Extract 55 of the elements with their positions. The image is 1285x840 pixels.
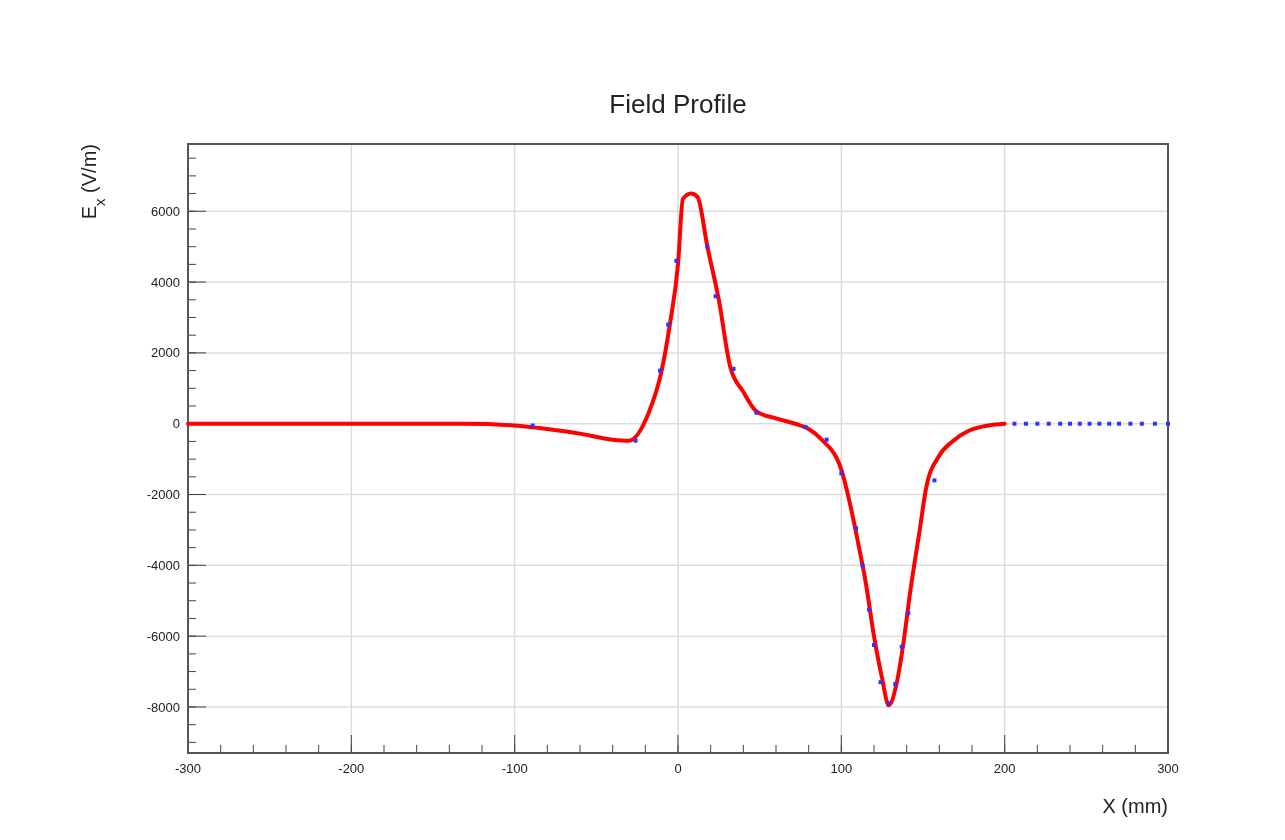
point (899, 644, 904, 649)
point (754, 410, 759, 415)
point (872, 643, 876, 648)
point (1068, 421, 1072, 426)
point (713, 294, 718, 299)
point (1117, 421, 1121, 426)
point (854, 526, 859, 531)
x-tick-label: 200 (993, 761, 1016, 776)
point (633, 438, 638, 443)
point (886, 701, 891, 706)
point (674, 258, 679, 263)
point (1152, 421, 1157, 426)
point (932, 478, 937, 483)
y-tick-label: -6000 (146, 628, 180, 644)
point (867, 607, 872, 612)
point (731, 366, 736, 371)
point (1046, 421, 1051, 426)
point (1097, 421, 1102, 426)
point (1166, 421, 1170, 426)
x-tick-label: -200 (338, 761, 365, 776)
point (1058, 421, 1063, 426)
x-tick-label: -300 (174, 761, 202, 776)
point (1035, 421, 1040, 426)
point (839, 471, 844, 476)
y-tick-label: 2000 (151, 345, 180, 361)
y-tick-label: 0 (172, 416, 180, 432)
x-tick-label: 100 (830, 761, 853, 776)
point (878, 680, 883, 685)
y-tick-label: 4000 (151, 274, 180, 290)
y-tick-label: -2000 (146, 487, 180, 503)
point (906, 611, 911, 616)
point (1128, 421, 1133, 426)
x-tick-label: 300 (1157, 761, 1179, 776)
point (666, 322, 671, 327)
point (803, 424, 808, 429)
point (1139, 421, 1144, 426)
x-tick-label: 0 (674, 761, 682, 776)
chart-title: Field Profile (609, 89, 747, 119)
point (658, 368, 663, 373)
line-series (186, 191, 1007, 708)
point (1077, 421, 1082, 426)
x-axis-title: X (mm) (1102, 795, 1168, 817)
point (824, 437, 829, 442)
x-tick-label: -100 (501, 761, 528, 776)
point (1023, 421, 1028, 426)
point (1012, 421, 1017, 426)
point (705, 244, 710, 249)
y-tick-label: -8000 (146, 699, 180, 715)
point (893, 681, 898, 686)
y-tick-label: -4000 (146, 557, 180, 573)
point (860, 563, 865, 568)
point (530, 423, 535, 428)
y-tick-label: 6000 (151, 203, 180, 219)
point (1107, 421, 1112, 426)
point (1087, 421, 1092, 426)
